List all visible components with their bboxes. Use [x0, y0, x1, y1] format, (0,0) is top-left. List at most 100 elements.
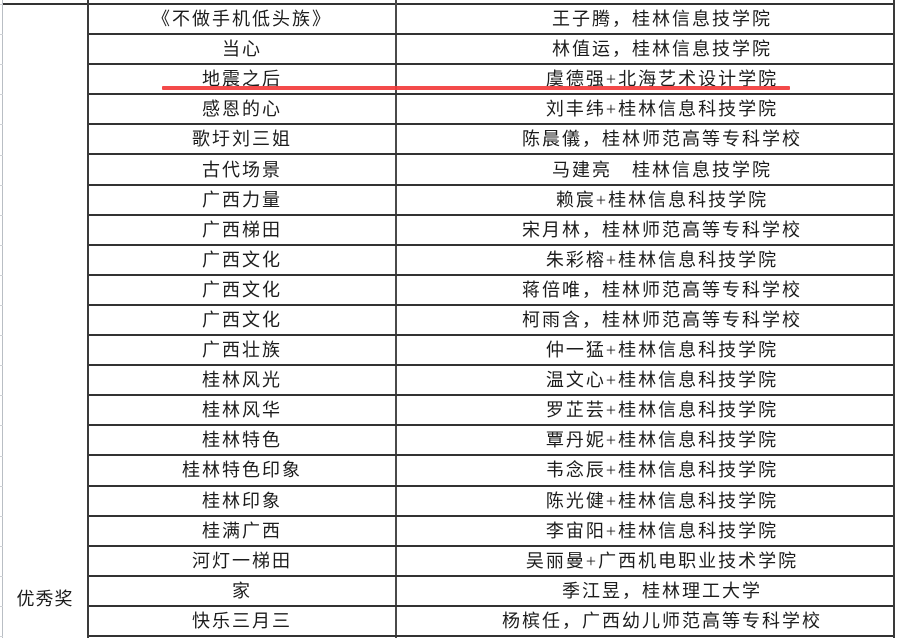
row-border-tick	[0, 636, 3, 638]
row-border-tick	[0, 575, 3, 577]
author-school-cell[interactable]: 柯雨含，桂林师范高等专科学校	[395, 306, 893, 334]
author-school-cell[interactable]: 陈光健+桂林信息科技学院	[395, 487, 893, 515]
work-title-cell[interactable]: 桂林印象	[89, 487, 395, 515]
work-title: 广西文化	[202, 279, 282, 300]
table-row: 广西文化 蒋倍唯，桂林师范高等专科学校	[89, 276, 893, 306]
author-school: 蒋倍唯，桂林师范高等专科学校	[522, 279, 802, 300]
author-school: 刘丰纬+桂林信息科技学院	[545, 99, 779, 120]
author-school-cell[interactable]: 林值运，桂林信息技学院	[395, 35, 893, 63]
author-school-cell[interactable]: 仲一猛+桂林信息科技学院	[395, 336, 893, 364]
author-school-cell[interactable]: 王子腾，桂林信息技学院	[395, 5, 893, 33]
table-row: 歌圩刘三姐 陈晨儀，桂林师范高等专科学校	[89, 125, 893, 156]
work-title: 桂满广西	[202, 520, 282, 541]
work-title: 广西梯田	[202, 219, 282, 240]
table-row: 当心 林值运，桂林信息技学院	[89, 35, 893, 66]
table-row: 《不做手机低头族》 王子腾，桂林信息技学院	[89, 5, 893, 36]
work-title-cell[interactable]: 桂林特色	[89, 426, 395, 454]
author-school-cell[interactable]: 温文心+桂林信息科技学院	[395, 366, 893, 394]
work-title-cell[interactable]: 感恩的心	[89, 95, 395, 123]
author-school: 虞德强+北海艺术设计学院	[545, 69, 779, 90]
author-school-cell[interactable]: 宋月林，桂林师范高等专科学校	[395, 216, 893, 244]
table-row: 桂满广西 李宙阳+桂林信息科技学院	[89, 517, 893, 547]
red-underline-annotation	[162, 86, 790, 91]
work-title-cell[interactable]: 歌圩刘三姐	[89, 125, 395, 153]
table-right-border	[893, 0, 895, 638]
work-title-cell[interactable]: 桂林风华	[89, 396, 395, 424]
work-title-cell[interactable]: 桂林风光	[89, 366, 395, 394]
author-school-cell[interactable]: 李宙阳+桂林信息科技学院	[395, 517, 893, 545]
author-school-cell[interactable]: 杨槟任，广西幼儿师范高等专科学校	[395, 607, 893, 635]
work-title: 地震之后	[202, 69, 282, 90]
author-school: 赖宸+桂林信息科技学院	[555, 189, 769, 210]
author-school-cell[interactable]: 刘丰纬+桂林信息科技学院	[395, 95, 893, 123]
author-school-cell[interactable]: 赖宸+桂林信息科技学院	[395, 186, 893, 214]
work-title: 河灯一梯田	[192, 550, 292, 571]
work-title: 感恩的心	[202, 99, 282, 120]
table-row: 广西力量 赖宸+桂林信息科技学院	[89, 186, 893, 216]
work-title: 《不做手机低头族》	[152, 9, 332, 30]
work-title-cell[interactable]: 广西文化	[89, 276, 395, 304]
author-school: 仲一猛+桂林信息科技学院	[545, 340, 779, 361]
author-school: 马建亮 桂林信息技学院	[552, 159, 772, 180]
table-top-border	[2, 3, 895, 5]
work-title: 广西文化	[202, 249, 282, 270]
work-title-cell[interactable]: 《不做手机低头族》	[89, 5, 395, 33]
work-title-cell[interactable]: 家	[89, 577, 395, 605]
work-title-cell[interactable]: 古代场景	[89, 155, 395, 183]
work-title: 广西力量	[202, 189, 282, 210]
work-title-cell[interactable]: 广西力量	[89, 186, 395, 214]
award-category-cell[interactable]: 优秀奖	[3, 4, 87, 638]
table-row: 广西文化 柯雨含，桂林师范高等专科学校	[89, 306, 893, 337]
author-school: 罗芷芸+桂林信息科技学院	[545, 400, 779, 421]
work-title-cell[interactable]: 当心	[89, 35, 395, 63]
table-row: 家 季江昱，桂林理工大学	[89, 577, 893, 607]
work-title: 广西壮族	[202, 340, 282, 361]
author-school: 覃丹妮+桂林信息科技学院	[545, 430, 779, 451]
work-title-cell[interactable]: 桂满广西	[89, 517, 395, 545]
author-school: 陈晨儀，桂林师范高等专科学校	[522, 129, 802, 150]
work-title: 桂林风光	[202, 370, 282, 391]
author-school: 柯雨含，桂林师范高等专科学校	[522, 309, 802, 330]
work-title-cell[interactable]: 河灯一梯田	[89, 547, 395, 575]
table-row: 地震之后 虞德强+北海艺术设计学院	[89, 65, 893, 96]
author-school-cell[interactable]: 季江昱，桂林理工大学	[395, 577, 893, 605]
work-title-cell[interactable]: 桂林特色印象	[89, 456, 395, 484]
work-title-cell[interactable]: 广西文化	[89, 246, 395, 274]
author-school-cell[interactable]: 罗芷芸+桂林信息科技学院	[395, 396, 893, 424]
author-school: 韦念辰+桂林信息科技学院	[545, 460, 779, 481]
work-title-cell[interactable]: 快乐三月三	[89, 607, 395, 635]
work-title: 快乐三月三	[192, 610, 292, 631]
work-title-cell[interactable]: 广西壮族	[89, 336, 395, 364]
title-author-column-divider	[395, 0, 397, 638]
row-border-tick	[0, 64, 3, 66]
row-border-tick	[0, 606, 3, 607]
author-school-cell[interactable]: 朱彩榕+桂林信息科技学院	[395, 246, 893, 274]
author-school-cell[interactable]: 韦念辰+桂林信息科技学院	[395, 456, 893, 484]
author-school-cell[interactable]: 虞德强+北海艺术设计学院	[395, 65, 893, 93]
author-school-cell[interactable]: 马建亮 桂林信息技学院	[395, 155, 893, 183]
row-border-tick	[0, 214, 3, 216]
author-school-cell[interactable]: 覃丹妮+桂林信息科技学院	[395, 426, 893, 454]
author-school-cell[interactable]: 蒋倍唯，桂林师范高等专科学校	[395, 276, 893, 304]
award-table-body: 《不做手机低头族》 王子腾，桂林信息技学院当心 林值运，桂林信息技学院地震之后 虞德强…	[89, 5, 893, 637]
table-row: 桂林印象 陈光健+桂林信息科技学院	[89, 487, 893, 517]
work-title: 当心	[222, 39, 262, 60]
author-school-cell[interactable]: 陈晨儀，桂林师范高等专科学校	[395, 125, 893, 153]
work-title: 歌圩刘三姐	[192, 129, 292, 150]
row-border-tick	[0, 365, 3, 367]
row-border-tick	[0, 4, 3, 5]
table-row: 快乐三月三 杨槟任，广西幼儿师范高等专科学校	[89, 607, 893, 637]
author-school: 季江昱，桂林理工大学	[562, 580, 762, 601]
work-title: 桂林特色印象	[182, 460, 302, 481]
row-border-tick	[0, 515, 3, 517]
work-title-cell[interactable]: 广西文化	[89, 306, 395, 334]
author-school-cell[interactable]: 吴丽曼+广西机电职业技术学院	[395, 547, 893, 575]
author-school: 温文心+桂林信息科技学院	[545, 370, 779, 391]
award-category-label: 优秀奖	[16, 589, 74, 609]
row-border-tick	[0, 244, 3, 246]
row-border-tick	[0, 124, 3, 126]
work-title-cell[interactable]: 广西梯田	[89, 216, 395, 244]
table-row: 桂林特色印象 韦念辰+桂林信息科技学院	[89, 456, 893, 487]
row-border-tick	[0, 425, 3, 427]
work-title-cell[interactable]: 地震之后	[89, 65, 395, 93]
